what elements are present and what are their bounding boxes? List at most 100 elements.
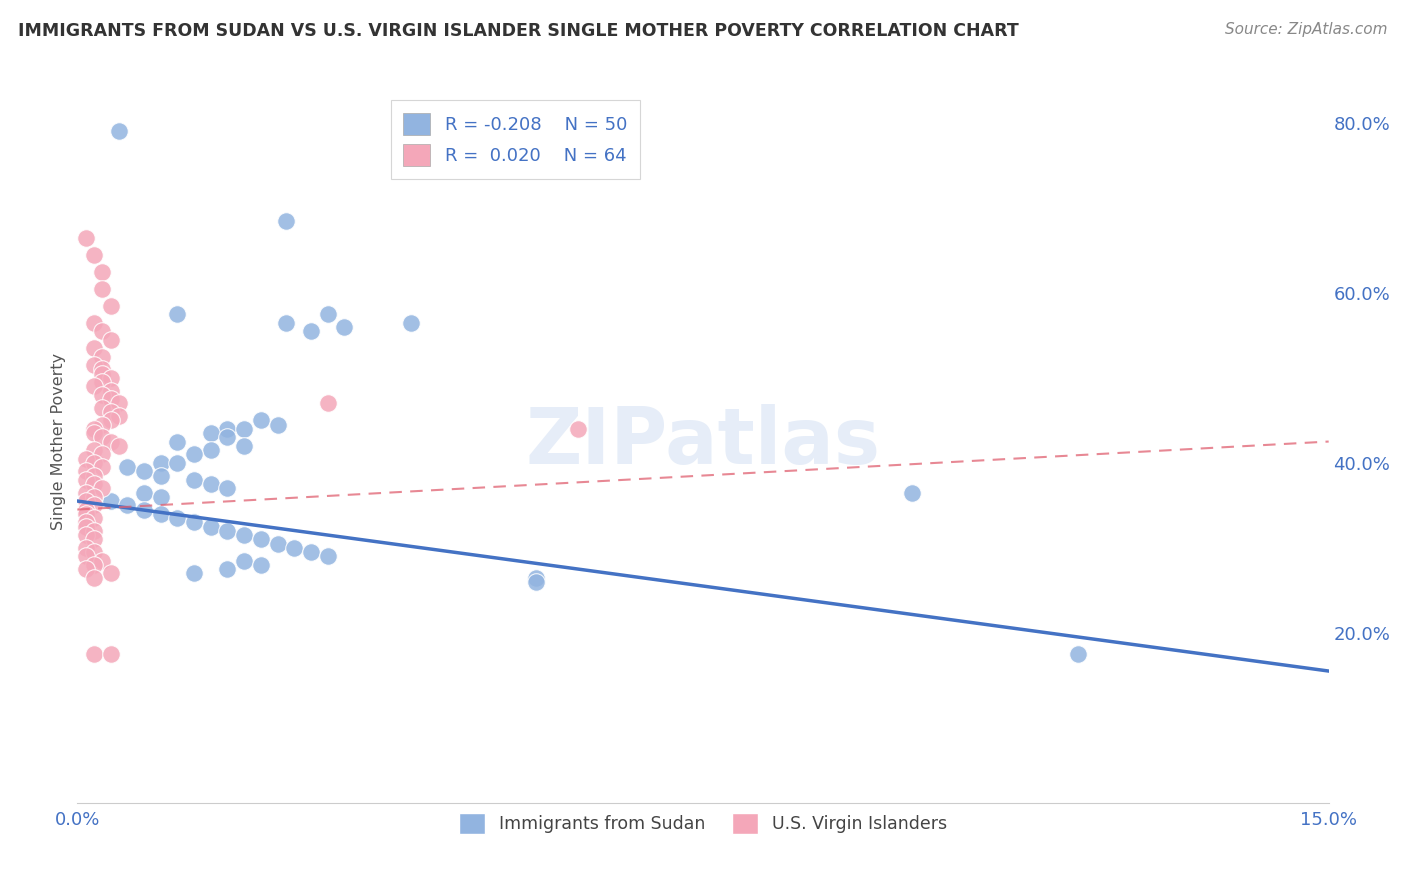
Point [100,384,122,398]
Point [83,422,105,436]
Point [149,456,172,470]
Point [166,456,188,470]
Text: IMMIGRANTS FROM SUDAN VS U.S. VIRGIN ISLANDER SINGLE MOTHER POVERTY CORRELATION : IMMIGRANTS FROM SUDAN VS U.S. VIRGIN ISL… [18,22,1019,40]
Point [91,281,114,295]
Point [524,574,547,589]
Point [299,324,322,338]
Point [117,460,139,475]
Point [75,562,97,576]
Point [233,553,256,567]
Point [132,502,155,516]
Point [100,647,122,661]
Point [91,367,114,381]
Point [83,456,105,470]
Point [100,566,122,581]
Point [217,481,239,495]
Point [399,316,422,330]
Point [100,413,122,427]
Point [91,447,114,461]
Point [91,417,114,432]
Point [83,533,105,547]
Point [316,396,339,410]
Point [83,524,105,538]
Point [91,350,114,364]
Point [75,528,97,542]
Point [75,519,97,533]
Point [83,425,105,440]
Y-axis label: Single Mother Poverty: Single Mother Poverty [51,353,66,530]
Point [75,230,97,244]
Point [200,519,222,533]
Point [83,490,105,504]
Point [166,307,188,321]
Point [91,375,114,389]
Point [233,422,256,436]
Point [233,439,256,453]
Point [217,524,239,538]
Point [200,477,222,491]
Point [132,464,155,478]
Point [100,494,122,508]
Point [274,213,297,227]
Point [91,401,114,415]
Point [100,299,122,313]
Point [83,379,105,393]
Point [91,460,114,475]
Point [91,264,114,278]
Point [299,545,322,559]
Point [91,553,114,567]
Point [108,409,131,423]
Point [1067,647,1090,661]
Point [75,549,97,564]
Point [83,545,105,559]
Point [83,247,105,261]
Point [108,124,131,138]
Point [83,498,105,512]
Point [83,511,105,525]
Point [250,558,273,572]
Point [75,451,97,466]
Point [83,468,105,483]
Point [166,434,188,449]
Point [250,413,273,427]
Point [117,498,139,512]
Point [75,507,97,521]
Point [266,536,288,550]
Legend: Immigrants from Sudan, U.S. Virgin Islanders: Immigrants from Sudan, U.S. Virgin Islan… [453,806,953,841]
Point [217,422,239,436]
Point [83,570,105,584]
Point [108,439,131,453]
Point [75,541,97,555]
Point [149,507,172,521]
Point [75,516,97,530]
Point [83,316,105,330]
Point [83,558,105,572]
Point [217,562,239,576]
Point [75,473,97,487]
Point [91,430,114,444]
Point [91,362,114,376]
Point [283,541,305,555]
Point [316,549,339,564]
Point [274,316,297,330]
Point [75,494,97,508]
Point [75,502,97,516]
Point [250,533,273,547]
Point [200,443,222,458]
Point [83,341,105,355]
Point [217,430,239,444]
Point [183,566,205,581]
Point [91,481,114,495]
Point [75,485,97,500]
Point [316,307,339,321]
Point [108,396,131,410]
Point [75,464,97,478]
Point [91,324,114,338]
Point [100,405,122,419]
Point [233,528,256,542]
Point [100,392,122,406]
Point [132,485,155,500]
Point [333,319,356,334]
Point [200,425,222,440]
Text: ZIPatlas: ZIPatlas [526,403,880,480]
